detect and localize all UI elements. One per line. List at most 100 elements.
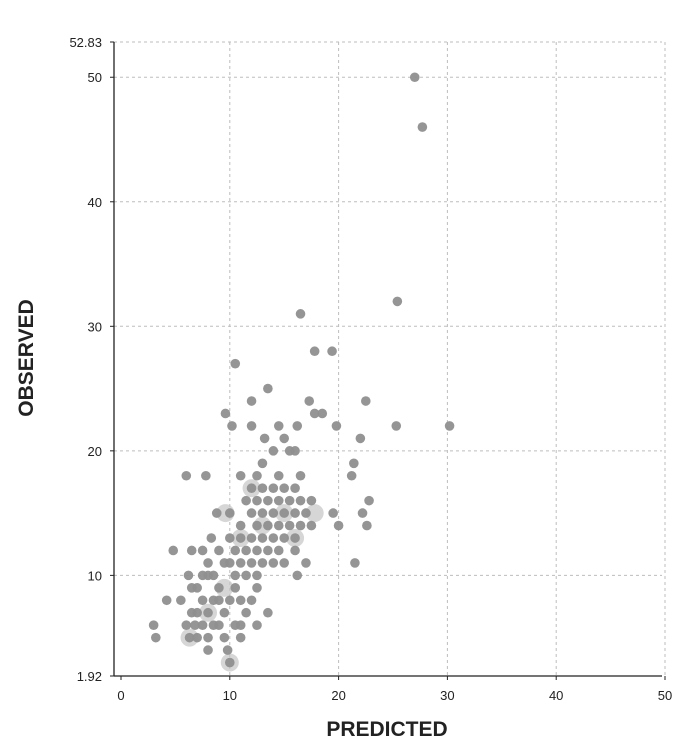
data-point xyxy=(295,470,306,481)
data-point xyxy=(263,607,273,618)
data-point xyxy=(235,632,246,643)
data-point xyxy=(252,520,262,531)
data-point xyxy=(252,583,262,593)
data-point xyxy=(444,421,455,431)
y-tick-label: 1.92 xyxy=(77,669,102,684)
data-point xyxy=(246,595,257,606)
data-point xyxy=(328,508,338,518)
data-point xyxy=(309,408,320,419)
x-axis-title: PREDICTED xyxy=(326,718,447,741)
data-point xyxy=(346,470,357,481)
data-point xyxy=(295,309,306,319)
data-point xyxy=(268,558,279,568)
data-point xyxy=(201,470,211,481)
data-point xyxy=(252,570,262,581)
data-point xyxy=(184,632,195,643)
data-point xyxy=(257,508,268,518)
data-point xyxy=(197,570,208,581)
data-point xyxy=(252,545,262,556)
data-point xyxy=(284,495,295,506)
data-point xyxy=(301,508,311,518)
x-tick-label: 40 xyxy=(549,688,563,703)
data-point xyxy=(241,545,251,556)
data-point xyxy=(349,458,359,469)
data-point xyxy=(246,558,257,568)
data-point xyxy=(361,396,371,406)
y-tick-label: 20 xyxy=(88,444,102,459)
data-point xyxy=(235,520,246,531)
data-points xyxy=(148,72,455,668)
data-point xyxy=(192,632,202,643)
data-point xyxy=(268,483,279,494)
data-point xyxy=(273,495,284,506)
data-point xyxy=(246,508,257,518)
data-point xyxy=(263,383,273,394)
data-point xyxy=(203,558,213,568)
x-tick-label: 50 xyxy=(658,688,672,703)
data-point xyxy=(257,533,268,543)
data-point xyxy=(151,632,161,643)
data-point xyxy=(391,421,402,431)
data-point xyxy=(279,433,290,444)
x-tick-label: 10 xyxy=(223,688,237,703)
y-tick-labels: 1.92 10 20 30 40 50 52.83 xyxy=(69,35,102,684)
data-point xyxy=(290,483,300,494)
data-point xyxy=(290,508,300,518)
data-point xyxy=(241,607,251,618)
x-tick-label: 20 xyxy=(331,688,345,703)
data-point xyxy=(279,483,290,494)
data-point xyxy=(161,595,172,606)
data-point xyxy=(292,570,303,581)
data-point xyxy=(392,296,403,307)
data-point xyxy=(181,620,192,630)
data-point xyxy=(241,495,251,506)
data-point xyxy=(225,657,235,668)
data-point xyxy=(327,346,337,357)
data-point xyxy=(309,346,320,357)
data-point xyxy=(197,545,208,556)
data-point xyxy=(273,545,284,556)
data-point xyxy=(273,470,284,481)
data-point xyxy=(186,583,197,593)
data-point xyxy=(290,545,300,556)
data-point xyxy=(295,520,306,531)
data-point xyxy=(208,620,219,630)
data-point xyxy=(148,620,159,630)
data-point xyxy=(220,408,231,419)
data-point xyxy=(417,122,428,132)
data-point xyxy=(331,421,342,431)
data-point xyxy=(317,408,328,419)
data-point xyxy=(292,421,303,431)
data-point xyxy=(230,583,241,593)
data-point xyxy=(230,545,241,556)
data-point xyxy=(235,620,246,630)
data-point xyxy=(235,595,246,606)
data-point xyxy=(279,533,290,543)
data-point xyxy=(186,607,197,618)
data-point xyxy=(263,495,273,506)
data-point xyxy=(350,558,360,568)
data-point xyxy=(203,632,213,643)
data-point xyxy=(227,421,237,431)
data-point xyxy=(225,533,235,543)
data-point xyxy=(211,508,222,518)
data-point xyxy=(252,495,262,506)
data-point xyxy=(263,520,273,531)
data-point xyxy=(222,645,233,655)
data-point xyxy=(246,483,257,494)
data-point xyxy=(364,495,374,506)
data-point xyxy=(304,396,315,406)
y-tick-label: 50 xyxy=(88,70,102,85)
data-point xyxy=(257,483,268,494)
data-point xyxy=(333,520,344,531)
data-point xyxy=(203,607,213,618)
y-tick-label: 40 xyxy=(88,195,102,210)
x-tick-labels: 0 10 20 30 40 50 xyxy=(117,688,672,703)
data-point xyxy=(295,495,306,506)
data-point xyxy=(214,583,224,593)
gridlines xyxy=(114,41,666,677)
data-point xyxy=(197,595,208,606)
point-halo xyxy=(305,504,324,523)
data-point xyxy=(273,421,284,431)
